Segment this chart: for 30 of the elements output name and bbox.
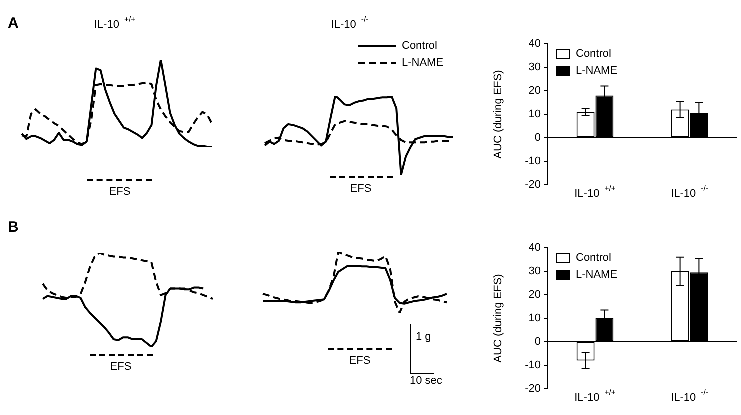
text: 10 sec bbox=[410, 375, 443, 388]
legend-label: L-NAME bbox=[402, 57, 444, 70]
y-tick-label: 20 bbox=[528, 85, 541, 98]
text: EFS bbox=[110, 361, 132, 374]
text: EFS bbox=[349, 355, 371, 368]
y-tick-label: -20 bbox=[525, 179, 541, 192]
text: 1 g bbox=[416, 331, 432, 344]
text: EFS bbox=[350, 183, 372, 196]
y-tick-label: 30 bbox=[528, 62, 541, 74]
text: A bbox=[8, 15, 19, 32]
legend-label: Control bbox=[576, 252, 612, 264]
y-tick-label: -10 bbox=[525, 360, 541, 372]
y-tick-label: 0 bbox=[534, 336, 541, 348]
y-axis-title: AUC (during EFS) bbox=[492, 274, 505, 363]
y-tick-label: 10 bbox=[528, 312, 541, 325]
legend-label: Control bbox=[402, 40, 438, 52]
y-tick-label: 30 bbox=[528, 266, 541, 278]
y-axis-title: AUC (during EFS) bbox=[492, 70, 505, 159]
y-tick-label: 0 bbox=[534, 132, 541, 144]
legend-label: Control bbox=[576, 48, 612, 60]
legend-label: L-NAME bbox=[576, 65, 618, 78]
legend-label: L-NAME bbox=[576, 269, 618, 282]
y-tick-label: 40 bbox=[528, 38, 541, 50]
y-tick-label: 20 bbox=[528, 289, 541, 302]
y-tick-label: -20 bbox=[525, 383, 541, 396]
text: B bbox=[8, 219, 19, 236]
y-tick-label: 10 bbox=[528, 108, 541, 121]
text: EFS bbox=[109, 186, 131, 198]
y-tick-label: -10 bbox=[525, 156, 541, 168]
y-tick-label: 40 bbox=[528, 242, 541, 254]
